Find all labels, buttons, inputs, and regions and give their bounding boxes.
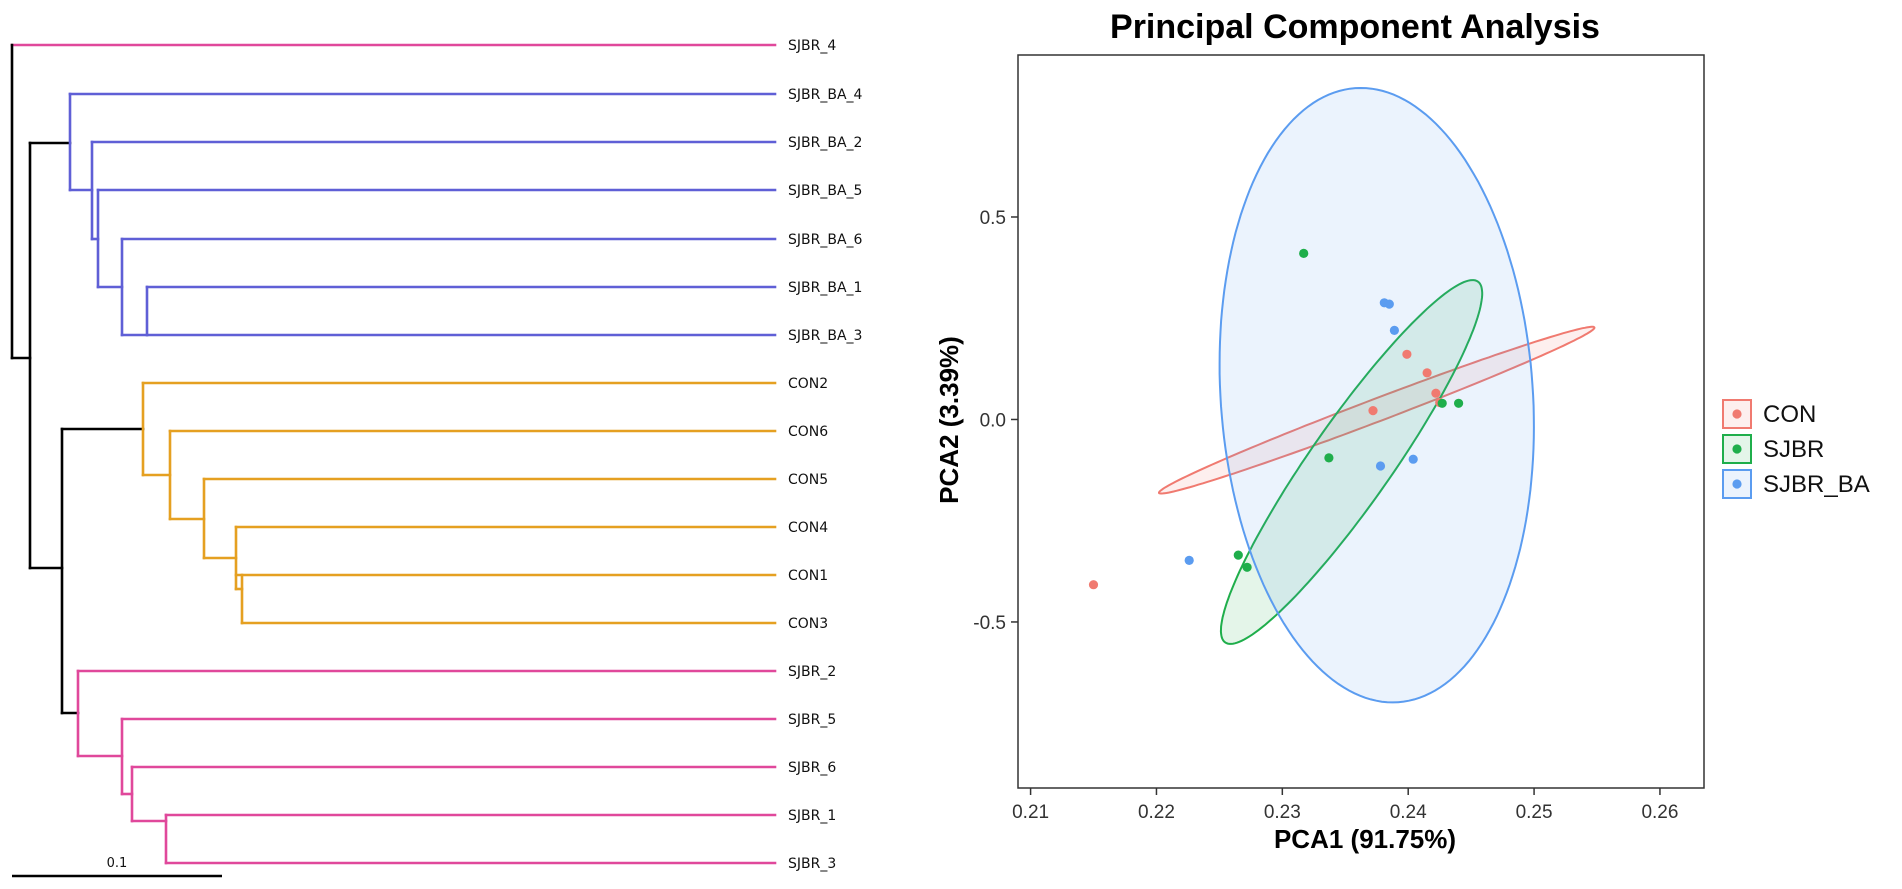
data-point-sjbr <box>1242 562 1252 572</box>
leaf-label: SJBR_4 <box>788 38 836 54</box>
leaf-label: SJBR_5 <box>788 712 836 728</box>
leaf-label: SJBR_BA_4 <box>788 87 863 103</box>
legend-marker <box>1732 444 1742 454</box>
legend-label: SJBR_BA <box>1763 471 1870 498</box>
confidence-ellipse-sjbr <box>1219 279 1484 645</box>
data-point-sjbr-ba <box>1384 299 1394 309</box>
data-point-con <box>1402 349 1412 359</box>
leaf-label: CON4 <box>788 520 828 536</box>
pca-panel: Principal Component Analysis PCA1 (91.75… <box>890 0 1902 889</box>
leaf-label: SJBR_6 <box>788 760 836 776</box>
data-point-sjbr <box>1233 550 1243 560</box>
data-point-sjbr <box>1454 398 1464 408</box>
plot-frame <box>1017 54 1705 789</box>
leaf-label: SJBR_BA_3 <box>788 328 862 344</box>
y-axis-title: PCA2 (3.39%) <box>934 336 964 504</box>
y-tick-label: -0.5 <box>973 613 1006 634</box>
chart-title: Principal Component Analysis <box>1110 8 1600 46</box>
leaf-label: SJBR_BA_5 <box>788 183 862 199</box>
plot-background <box>1018 55 1704 788</box>
x-tick-label: 0.23 <box>1264 802 1301 823</box>
x-tick-label: 0.26 <box>1641 802 1678 823</box>
data-point-con <box>1368 406 1378 416</box>
leaf-label: CON1 <box>788 568 828 584</box>
x-tick-label: 0.22 <box>1138 802 1175 823</box>
legend-label: CON <box>1763 401 1816 428</box>
leaf-label: SJBR_1 <box>788 808 836 824</box>
legend-marker <box>1732 479 1742 489</box>
leaf-label: SJBR_BA_2 <box>788 135 862 151</box>
leaf-label: SJBR_BA_1 <box>788 280 862 296</box>
leaf-label: SJBR_3 <box>788 856 836 872</box>
data-point-con <box>1088 580 1099 590</box>
x-axis-title: PCA1 (91.75%) <box>1274 824 1456 854</box>
leaf-label: SJBR_2 <box>788 664 836 680</box>
x-tick-label: 0.25 <box>1516 802 1553 823</box>
leaf-label: CON6 <box>788 424 828 440</box>
data-point-sjbr-ba <box>1375 461 1386 471</box>
leaf-label: SJBR_BA_6 <box>788 232 863 248</box>
data-point-sjbr-ba <box>1408 454 1418 464</box>
data-point-sjbr <box>1437 398 1447 408</box>
scale-bar-label: 0.1 <box>107 856 128 871</box>
dendrogram-panel: SJBR_4 SJBR_BA_4 SJBR_BA_2 SJBR_BA_5 SJBR_BA… <box>0 0 890 889</box>
x-tick-label: 0.24 <box>1390 802 1427 823</box>
leaf-label: CON3 <box>788 616 828 632</box>
pca-chart: Principal Component Analysis PCA1 (91.75… <box>934 8 1870 854</box>
y-tick-label: 0.0 <box>980 410 1006 431</box>
y-tick-label: 0.5 <box>980 208 1006 229</box>
legend-marker <box>1732 409 1742 419</box>
leaf-label: CON5 <box>788 472 828 488</box>
legend-label: SJBR <box>1763 436 1824 463</box>
x-tick-label: 0.21 <box>1012 802 1049 823</box>
data-point-sjbr-ba <box>1389 325 1399 335</box>
data-point-con <box>1422 368 1432 378</box>
data-point-sjbr <box>1324 453 1334 463</box>
dendrogram: SJBR_4 SJBR_BA_4 SJBR_BA_2 SJBR_BA_5 SJBR_BA… <box>10 38 863 878</box>
data-point-sjbr <box>1299 248 1309 258</box>
data-point-sjbr-ba <box>1184 555 1194 566</box>
leaf-label: CON2 <box>788 376 828 392</box>
confidence-ellipse-sjbr-ba <box>1218 86 1535 704</box>
data-point-con <box>1431 388 1441 398</box>
legend-key-sjbr-ba <box>1722 469 1752 499</box>
